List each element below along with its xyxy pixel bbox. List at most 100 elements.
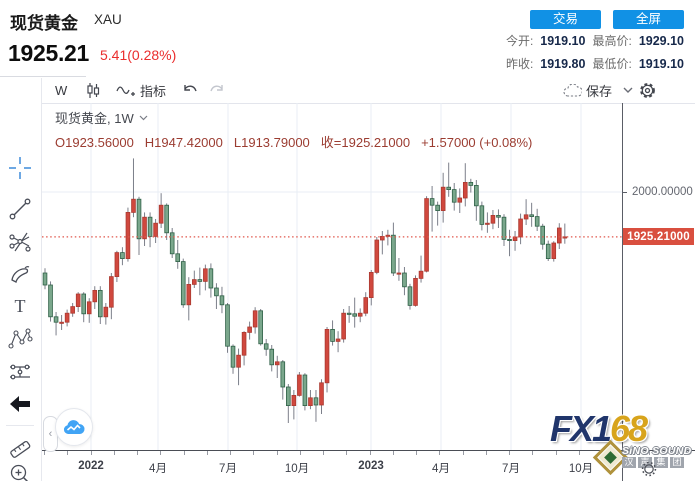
redo-button[interactable] [208,80,225,101]
tool-xabcd-pattern[interactable] [6,325,34,353]
time-axis-tick [44,451,45,455]
candlestick-icon [87,82,100,98]
indicators-button[interactable]: 指标 [116,80,166,101]
candle [131,198,136,213]
candle [335,338,341,342]
candle [247,326,252,333]
cloud-icon [563,83,582,97]
candle [297,374,302,396]
candle [86,301,92,315]
save-button[interactable]: 保存 [563,80,612,101]
candle [451,189,457,203]
chevron-down-icon [623,87,633,93]
time-axis-tick [416,451,417,455]
time-axis-tick [323,451,324,455]
indicator-icon [116,85,135,96]
candle [114,252,120,278]
axis-corner-line [622,450,623,481]
chart-toolbar: W 指标 [42,78,695,104]
candle [81,293,87,315]
time-axis-tick [299,451,301,455]
tool-forecast-position[interactable] [6,358,34,386]
price-axis[interactable]: 2000.00000 1925.21000 [622,103,695,450]
tool-arrow[interactable] [6,390,34,418]
candle [230,345,236,368]
cloud-chart-icon [63,419,85,434]
instrument-symbol: XAU [94,12,122,27]
candle [280,361,286,388]
crosshair-icon [9,157,31,179]
candle [70,306,75,314]
tool-trend-line[interactable] [6,195,34,223]
quick-chart-button[interactable] [55,408,93,446]
candle [385,234,391,237]
candle [313,397,319,406]
text-icon: T [15,296,26,316]
candle [203,268,208,282]
candle [142,216,147,240]
candle [214,287,219,297]
forecast-position-icon [10,364,30,380]
candle [545,243,551,259]
time-axis-tick [67,451,69,455]
time-axis[interactable]: 2022 4月 7月 10月 2023 4月 7月 10月 [42,450,695,481]
gear-icon [640,83,655,98]
time-axis-tick [462,451,464,455]
candle [302,374,308,407]
time-axis-label: 2023 [358,460,384,472]
tool-text[interactable]: T [6,292,34,320]
save-menu-chevron[interactable] [623,80,633,101]
trade-button[interactable]: 交易 [530,10,601,29]
candle [396,272,402,275]
candle [153,222,158,237]
legend-instrument-label: 现货黄金, 1W [55,111,134,126]
svg-text:T: T [15,296,26,316]
legend-instrument[interactable]: 现货黄金, 1W [55,108,543,127]
tool-zoom-in[interactable] [6,460,34,481]
candle [435,204,440,211]
settings-button[interactable] [638,80,657,101]
time-axis-label: 10月 [284,463,310,475]
candle [136,198,142,240]
undo-icon [184,85,197,92]
fullscreen-button[interactable]: 全屏 [613,10,684,29]
candle [158,204,164,224]
tool-crosshair[interactable] [6,154,34,182]
candle [186,283,192,306]
time-axis-tick [253,451,255,455]
chart-type-button[interactable] [84,80,102,101]
undo-button[interactable] [182,80,199,101]
candle [330,328,335,342]
time-axis-tick [439,451,441,455]
time-axis-tick [90,451,92,455]
candle [496,215,501,218]
time-axis-tick [113,451,115,455]
legend-close: 收=1925.21000 [320,135,411,150]
time-axis-tick [230,451,231,455]
candle [374,239,380,273]
time-axis-label: 7月 [502,463,520,475]
candle [109,276,114,308]
candle [197,279,203,282]
candle [363,297,369,314]
time-axis-label: 10月 [568,463,594,475]
candlestick-chart[interactable] [42,103,622,450]
candle [418,270,424,279]
stat-label: 最低价: [592,57,632,71]
candle [407,286,413,306]
time-axis-tick [346,451,348,455]
candle [225,304,230,347]
interval-button[interactable]: W [55,83,68,98]
candle [462,182,468,199]
stat-value: 1919.10 [540,34,586,48]
price-axis-label: 2000.00000 [632,185,693,198]
candle [53,316,59,323]
time-axis-label: 7月 [219,463,237,475]
tool-ruler[interactable] [6,435,34,463]
candle [562,236,568,239]
time-axis-tick [509,451,510,455]
candle [92,289,98,303]
tool-gann-fibonacci[interactable] [6,228,34,256]
tool-brush[interactable] [6,261,34,289]
